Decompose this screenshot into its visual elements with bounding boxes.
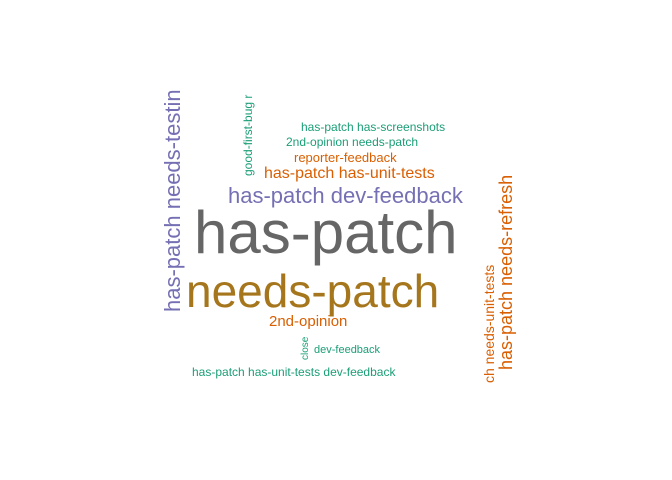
word-has-patch-has-screenshots: has-patch has-screenshots: [301, 120, 446, 134]
word-has-patch-dev-feedback: has-patch dev-feedback: [228, 183, 463, 208]
word-has-patch-has-unit-tests: has-patch has-unit-tests: [264, 165, 435, 182]
word-2nd-opinion-needs-patch: 2nd-opinion needs-patch: [286, 135, 419, 149]
word-has-patch-needs-refresh: has-patch needs-refresh: [496, 174, 516, 370]
word-reporter-feedback: reporter-feedback: [294, 150, 397, 165]
word-2nd-opinion: 2nd-opinion: [269, 313, 348, 330]
word-close: close: [300, 336, 311, 360]
word-good-first-bug: good-first-bug r: [241, 94, 255, 176]
word-dev-feedback: dev-feedback: [314, 344, 381, 356]
word-has-patch-needs-testin: has-patch needs-testin: [160, 89, 185, 312]
word-needs-patch: needs-patch: [186, 265, 440, 317]
word-has-patch: has-patch: [194, 199, 458, 266]
word-has-patch-has-unit-tests-dev-feedback: has-patch has-unit-tests dev-feedback: [192, 365, 396, 379]
word-ch-needs-unit-tests: ch needs-unit-tests: [481, 264, 497, 383]
